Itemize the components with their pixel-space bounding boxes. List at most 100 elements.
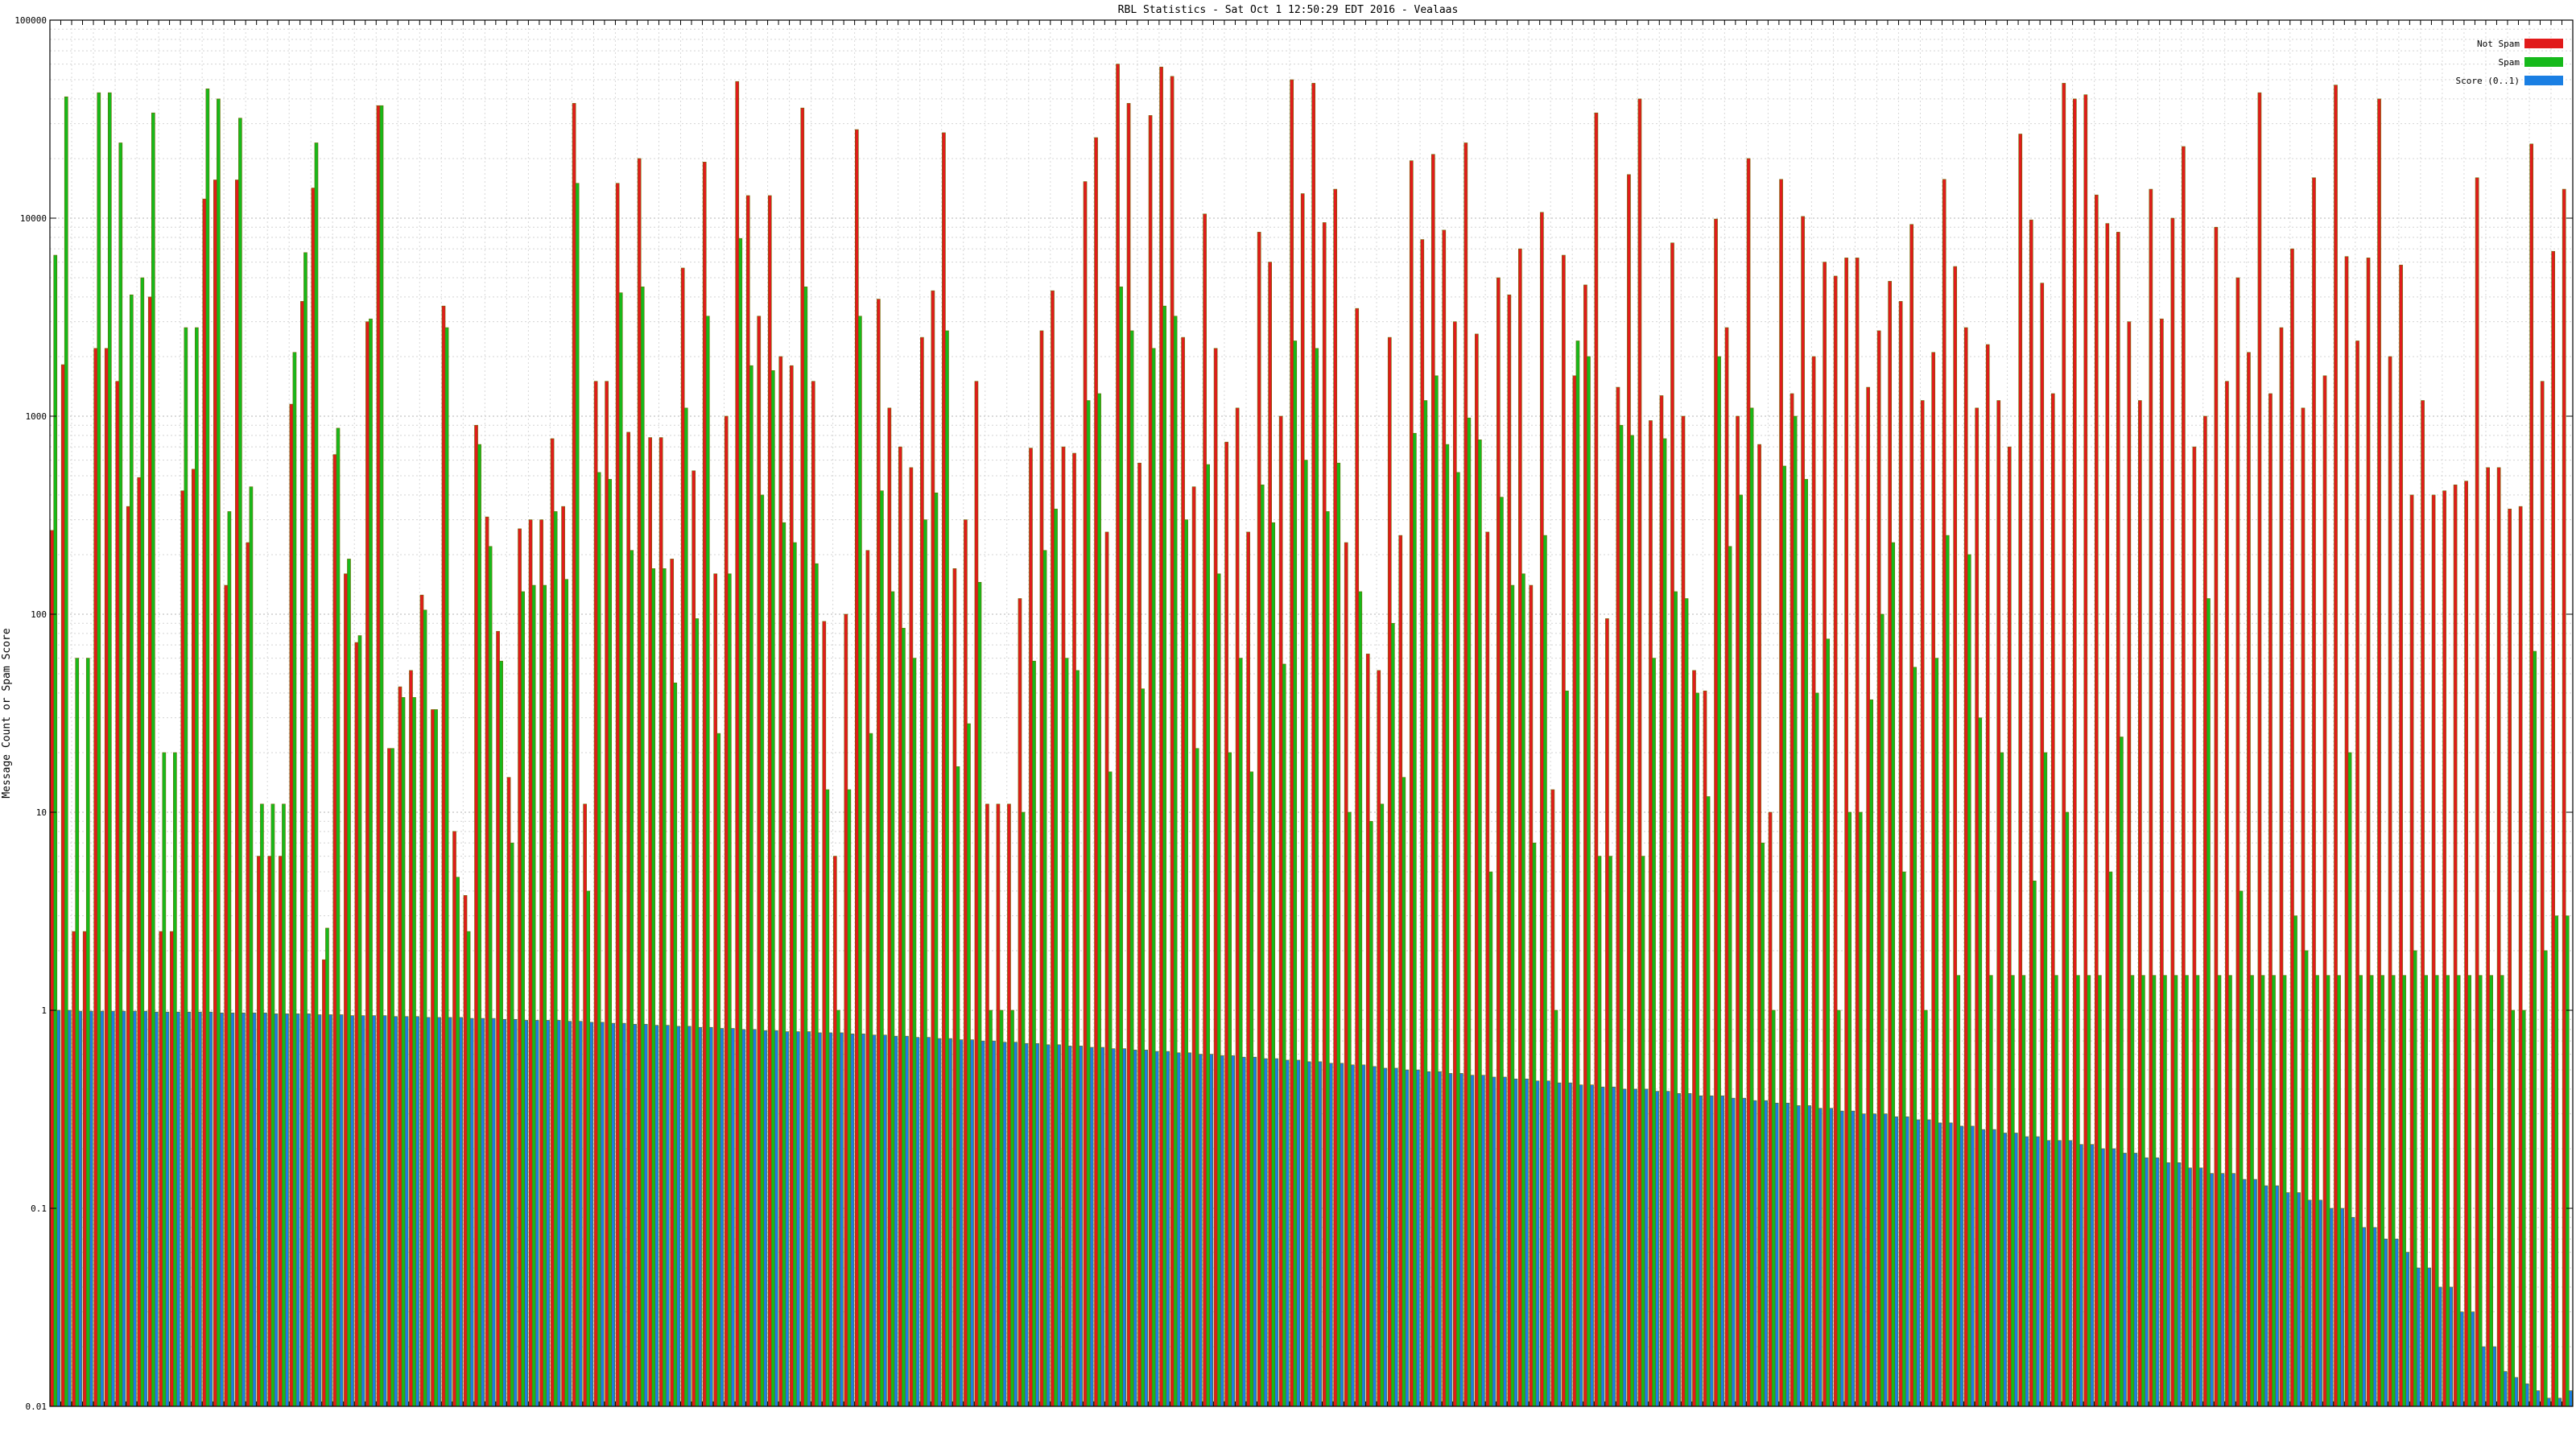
bar-score <box>1872 1113 1877 1407</box>
bar-not-spam <box>2094 194 2099 1407</box>
bar-score <box>621 1022 626 1407</box>
bar-score <box>2340 1208 2344 1407</box>
bar-spam <box>195 327 199 1407</box>
bar-spam <box>1500 497 1504 1407</box>
bar-score <box>2166 1162 2170 1407</box>
bar-score <box>1644 1088 1649 1407</box>
bar-score <box>2405 1252 2409 1407</box>
bar-score <box>1492 1076 1496 1407</box>
bar-spam <box>2565 915 2570 1407</box>
bar-not-spam <box>441 305 446 1407</box>
bar-not-spam <box>2007 446 2012 1407</box>
bar-spam <box>2402 975 2406 1407</box>
bar-not-spam <box>2170 217 2175 1407</box>
bar-score <box>600 1022 605 1407</box>
bars <box>50 64 2573 1407</box>
bar-spam <box>2347 752 2352 1407</box>
bar-spam <box>1891 542 1896 1407</box>
bar-not-spam <box>811 381 815 1407</box>
bar-not-spam <box>2225 381 2229 1407</box>
bar-spam <box>2195 975 2200 1407</box>
bar-score <box>437 1017 441 1407</box>
bar-spam <box>934 492 939 1407</box>
bar-score <box>1731 1097 1736 1407</box>
bar-score <box>2068 1140 2073 1407</box>
bar-score <box>828 1032 833 1407</box>
bar-spam <box>1368 820 1373 1407</box>
bar-score <box>1013 1042 1018 1407</box>
bar-score <box>1752 1100 1757 1407</box>
bar-not-spam <box>463 895 468 1407</box>
bar-score <box>339 1014 344 1407</box>
bar-spam <box>2489 975 2494 1407</box>
bar-score <box>2459 1311 2464 1407</box>
bar-spam <box>1021 811 1026 1407</box>
bar-score <box>2036 1136 2040 1407</box>
bar-not-spam <box>376 105 381 1407</box>
bar-not-spam <box>2290 248 2294 1407</box>
bar-score <box>1677 1093 1681 1407</box>
bar-score <box>1807 1105 1812 1407</box>
bar-score <box>2449 1286 2454 1407</box>
bar-spam <box>902 628 906 1407</box>
bar-score <box>2524 1383 2529 1407</box>
bar-not-spam <box>2105 223 2110 1407</box>
bar-not-spam <box>1170 76 1174 1407</box>
bar-not-spam <box>147 296 152 1407</box>
bar-score <box>905 1035 909 1407</box>
bar-score <box>1176 1052 1181 1407</box>
bar-score <box>763 1030 768 1407</box>
bar-score <box>2351 1216 2355 1407</box>
bar-score <box>133 1010 137 1407</box>
bar-not-spam <box>1278 415 1283 1407</box>
bar-spam <box>64 96 68 1407</box>
bar-spam <box>2304 950 2309 1407</box>
bar-not-spam <box>1039 330 1044 1407</box>
bar-spam <box>1717 356 1721 1407</box>
bar-spam <box>683 407 688 1407</box>
bar-spam <box>967 723 971 1407</box>
bar-score <box>285 1013 289 1407</box>
bar-spam <box>75 658 80 1407</box>
bar-spam <box>880 490 884 1407</box>
y-axis-label: Message Count or Spam Score <box>1 628 13 798</box>
bar-spam <box>608 479 613 1407</box>
bar-score <box>2536 1390 2541 1407</box>
y-tick-label: 0.01 <box>26 1402 47 1412</box>
bar-spam <box>336 427 341 1407</box>
bar-spam <box>314 142 319 1407</box>
bar-score <box>361 1015 365 1407</box>
bar-spam <box>369 318 373 1407</box>
bar-not-spam <box>2475 177 2479 1407</box>
bar-not-spam <box>2182 146 2186 1407</box>
bar-score <box>1557 1082 1562 1407</box>
legend-swatch <box>2524 76 2563 85</box>
bar-score <box>469 1018 474 1407</box>
legend-swatch <box>2524 39 2563 48</box>
bar-score <box>654 1025 659 1407</box>
bar-score <box>535 1020 539 1407</box>
bar-spam <box>1771 1009 1776 1407</box>
bar-spam <box>2380 975 2384 1407</box>
bar-spam <box>1162 305 1166 1407</box>
bar-not-spam <box>2355 341 2359 1407</box>
bar-spam <box>2500 975 2504 1407</box>
bar-not-spam <box>974 381 979 1407</box>
bar-not-spam <box>539 519 543 1407</box>
bar-spam <box>673 683 678 1407</box>
bar-score <box>1057 1044 1061 1407</box>
bar-not-spam <box>1616 386 1620 1407</box>
bar-not-spam <box>2192 446 2197 1407</box>
bar-spam <box>2478 975 2483 1407</box>
bar-spam <box>2228 975 2232 1407</box>
bar-score <box>1796 1105 1801 1407</box>
bar-not-spam <box>637 158 642 1407</box>
bar-score <box>578 1021 583 1407</box>
bar-not-spam <box>1507 294 1512 1407</box>
bar-spam <box>531 584 536 1407</box>
bar-spam <box>564 579 568 1407</box>
bar-spam <box>923 519 927 1407</box>
bar-not-spam <box>985 803 989 1407</box>
bar-not-spam <box>2149 188 2153 1407</box>
bar-spam <box>1380 803 1385 1407</box>
